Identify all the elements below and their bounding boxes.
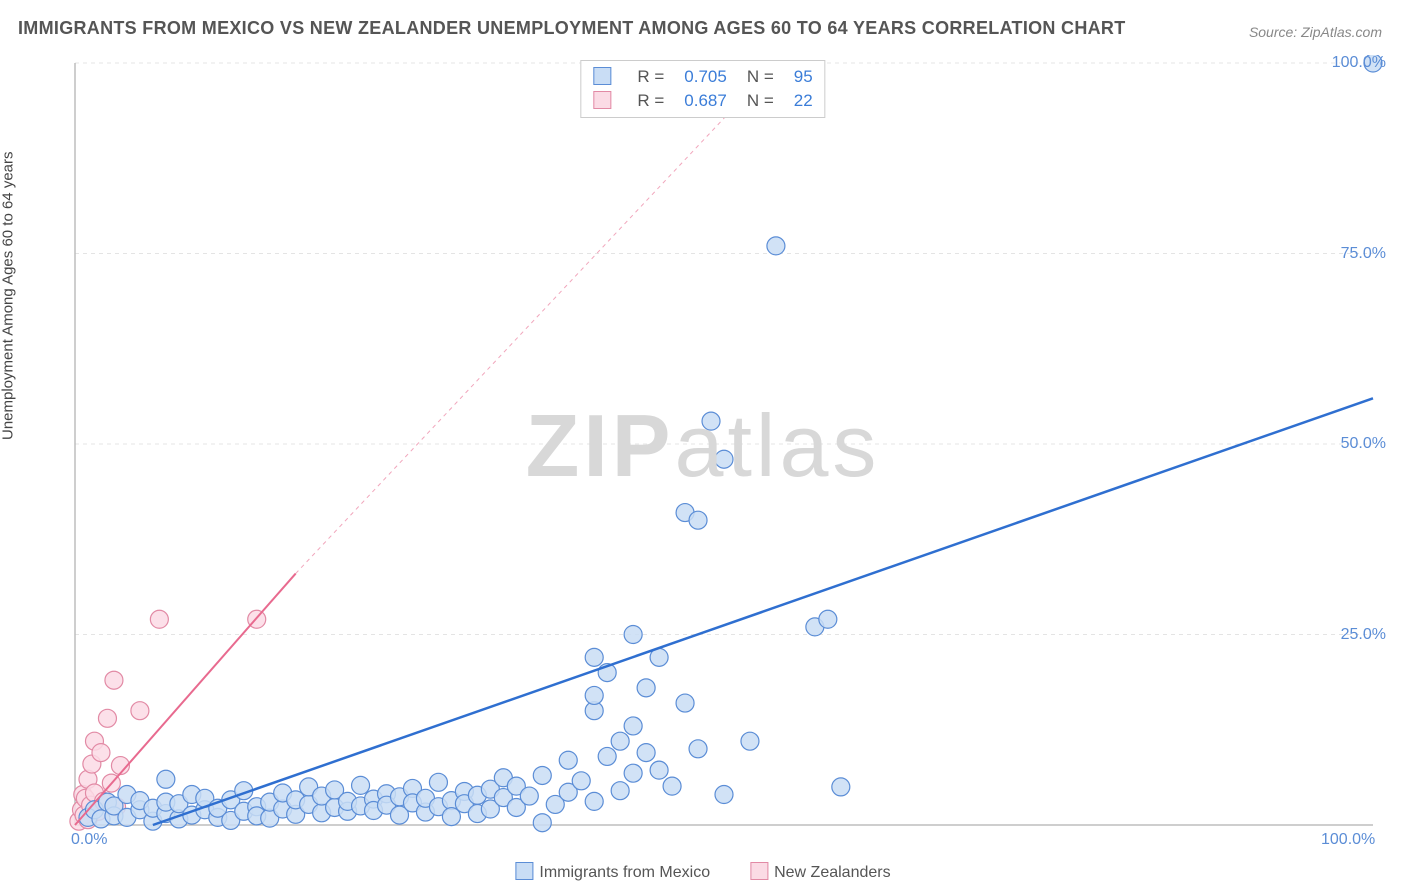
legend-swatch	[593, 91, 611, 109]
y-tick-label: 25.0%	[1341, 626, 1386, 644]
r-label: R =	[627, 89, 674, 113]
scatter-plot-svg	[55, 55, 1390, 845]
n-value: 22	[784, 89, 823, 113]
legend-item: New Zealanders	[750, 862, 891, 882]
legend-row: R =0.705N =95	[583, 65, 822, 89]
r-value: 0.705	[674, 65, 737, 89]
n-label: N =	[737, 89, 784, 113]
y-tick-label: 50.0%	[1341, 435, 1386, 453]
r-value: 0.687	[674, 89, 737, 113]
y-axis-label: Unemployment Among Ages 60 to 64 years	[0, 151, 17, 440]
source-label: Source:	[1249, 24, 1297, 40]
series-legend: Immigrants from Mexico New Zealanders	[515, 862, 890, 882]
chart-area	[55, 55, 1390, 845]
legend-label: New Zealanders	[774, 864, 891, 881]
legend-swatch	[750, 862, 768, 880]
r-label: R =	[627, 65, 674, 89]
source-value: ZipAtlas.com	[1301, 24, 1382, 40]
correlation-legend: R =0.705N =95R =0.687N =22	[580, 60, 825, 118]
legend-swatch	[593, 67, 611, 85]
n-value: 95	[784, 65, 823, 89]
x-tick-label: 100.0%	[1321, 831, 1375, 849]
legend-swatch	[515, 862, 533, 880]
legend-item: Immigrants from Mexico	[515, 862, 710, 882]
legend-label: Immigrants from Mexico	[539, 864, 710, 881]
chart-title: IMMIGRANTS FROM MEXICO VS NEW ZEALANDER …	[18, 18, 1126, 39]
legend-row: R =0.687N =22	[583, 89, 822, 113]
y-tick-label: 75.0%	[1341, 245, 1386, 263]
n-label: N =	[737, 65, 784, 89]
source-credit: Source: ZipAtlas.com	[1249, 24, 1382, 40]
x-tick-label: 0.0%	[71, 831, 107, 849]
y-tick-label: 100.0%	[1332, 54, 1386, 72]
